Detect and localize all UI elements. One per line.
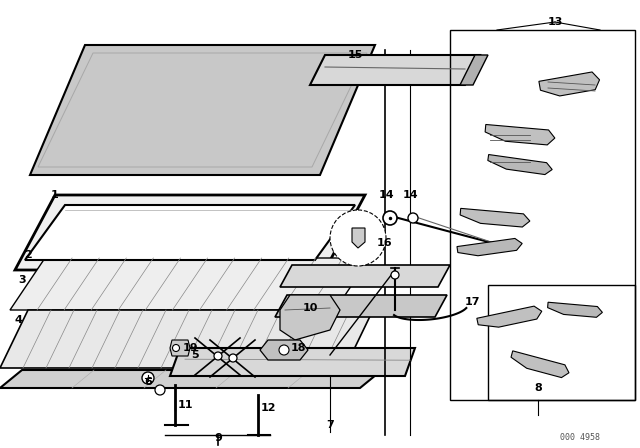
Polygon shape	[260, 340, 308, 360]
Text: 12: 12	[260, 403, 276, 413]
Text: 14: 14	[402, 190, 418, 200]
Text: 2: 2	[24, 250, 32, 260]
Text: 7: 7	[326, 420, 334, 430]
Polygon shape	[460, 55, 488, 85]
Circle shape	[155, 385, 165, 395]
Text: 13: 13	[547, 17, 563, 27]
Circle shape	[279, 345, 289, 355]
Circle shape	[330, 210, 386, 266]
Text: 19: 19	[182, 343, 198, 353]
Polygon shape	[0, 310, 373, 368]
Circle shape	[173, 345, 179, 352]
Circle shape	[408, 213, 418, 223]
Polygon shape	[275, 295, 447, 317]
Circle shape	[229, 354, 237, 362]
Polygon shape	[280, 295, 340, 340]
Circle shape	[142, 372, 154, 384]
Polygon shape	[511, 351, 569, 378]
Text: 3: 3	[18, 275, 26, 285]
Polygon shape	[460, 208, 530, 227]
Polygon shape	[539, 72, 600, 96]
Polygon shape	[0, 370, 382, 388]
Text: 11: 11	[177, 400, 193, 410]
Polygon shape	[15, 195, 365, 270]
Text: 8: 8	[534, 383, 542, 393]
Polygon shape	[310, 55, 480, 85]
Text: 16: 16	[377, 238, 393, 248]
Text: 9: 9	[214, 433, 222, 443]
Polygon shape	[170, 340, 190, 356]
Bar	[488, 285, 635, 400]
Polygon shape	[477, 306, 542, 327]
Circle shape	[214, 352, 222, 360]
Polygon shape	[457, 238, 522, 256]
Bar	[450, 30, 635, 400]
Text: 6: 6	[144, 377, 152, 387]
Text: 15: 15	[348, 50, 363, 60]
Polygon shape	[10, 258, 370, 310]
Text: 18: 18	[291, 343, 306, 353]
Circle shape	[391, 271, 399, 279]
Polygon shape	[30, 45, 375, 175]
Text: 17: 17	[464, 297, 480, 307]
Polygon shape	[25, 205, 355, 260]
Text: 000 4958: 000 4958	[560, 434, 600, 443]
Text: 5: 5	[191, 350, 199, 360]
Polygon shape	[548, 302, 602, 317]
Text: 14: 14	[379, 190, 395, 200]
Text: 10: 10	[302, 303, 317, 313]
Polygon shape	[280, 265, 450, 287]
Polygon shape	[488, 155, 552, 175]
Text: 4: 4	[14, 315, 22, 325]
Polygon shape	[170, 348, 415, 376]
Circle shape	[383, 211, 397, 225]
Text: 1: 1	[51, 190, 59, 200]
Polygon shape	[352, 228, 365, 248]
Polygon shape	[485, 125, 555, 145]
